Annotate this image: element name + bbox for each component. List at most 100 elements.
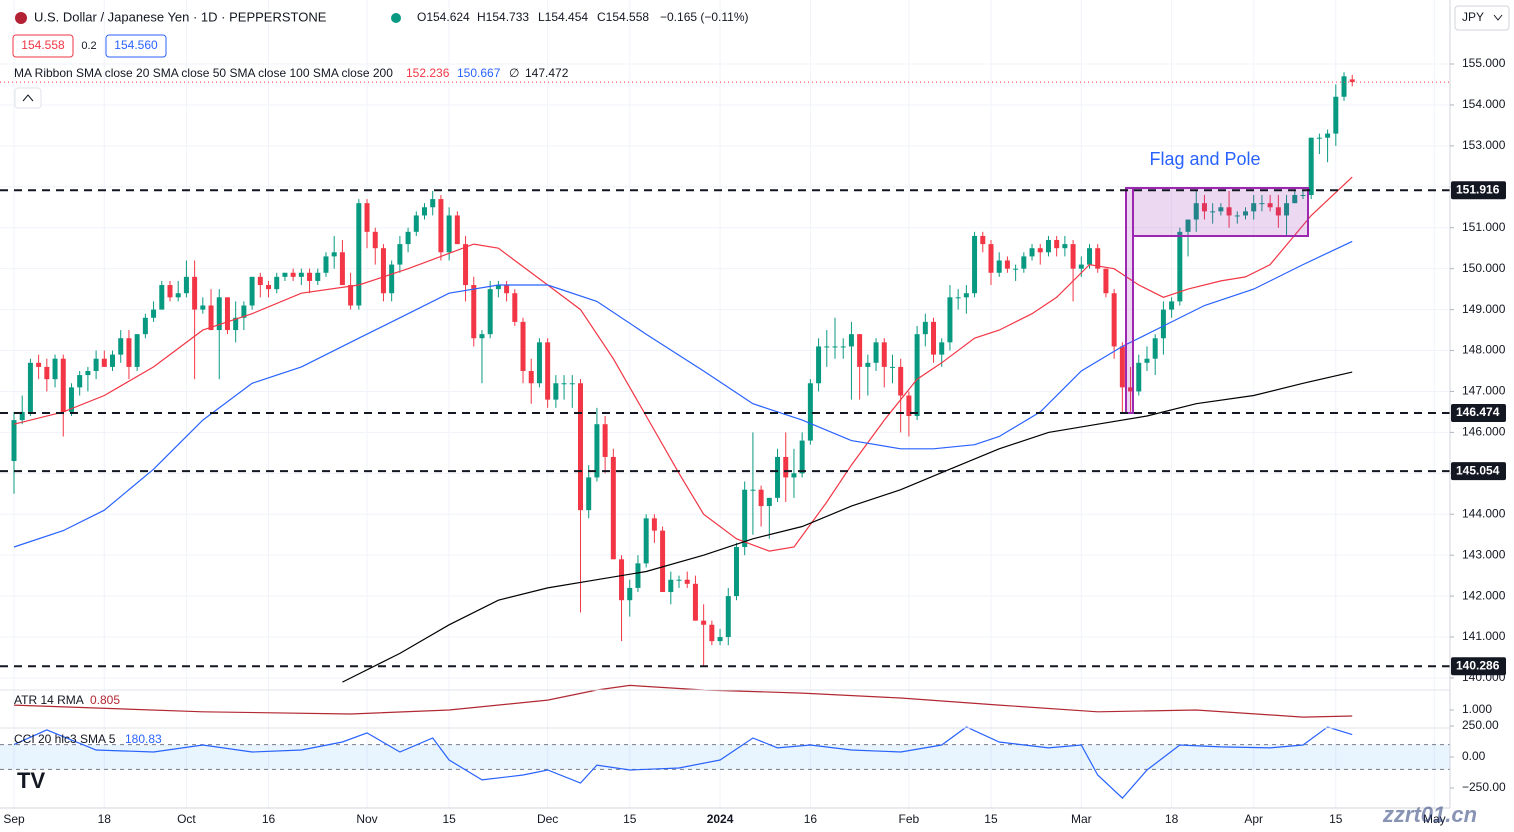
candle-body [996,260,1002,273]
candle-body [11,420,17,462]
candle-body [1095,248,1101,269]
candle-body [594,424,600,478]
x-tick-label: Nov [356,812,377,826]
candle-body [610,456,616,560]
candle-body [110,354,116,367]
y-tick-label: 149.000 [1462,302,1506,316]
candle-body [857,334,863,367]
candle-body [889,366,895,368]
candle-body [282,272,288,277]
candle-body [873,342,879,363]
candle-body [192,276,198,310]
candle-body [249,276,255,306]
candle-body [692,583,698,621]
candle-body [1160,309,1166,339]
x-tick-label: Mar [1071,812,1092,826]
candle-body [972,235,978,294]
candle-body [1243,211,1248,216]
candle-body [651,518,657,531]
candle-body [27,362,33,412]
candle-body [1210,211,1216,213]
candle-body [1103,268,1109,294]
candle-body [463,244,469,286]
candle-body [331,252,337,257]
candle-body [619,559,625,601]
candle-body [290,272,296,277]
candle-body [635,563,641,588]
candle-body [1275,207,1281,216]
candle-body [1316,137,1322,139]
candle-body [1218,207,1224,212]
candle-body [504,285,510,294]
x-tick-label: Feb [899,812,920,826]
candle-body [528,370,534,384]
candle-body [356,203,362,306]
candle-body [274,276,280,290]
x-tick-label: 2024 [707,812,734,826]
y-tick-label: 155.000 [1462,56,1506,70]
candle-body [1054,240,1060,249]
candle-body [454,215,460,245]
candle-body [906,395,912,417]
candle-body [44,366,50,380]
candle-body [372,231,378,249]
x-tick-label: May [1423,812,1446,826]
candle-body [487,289,493,335]
candle-body [430,199,436,208]
candle-body [799,440,805,474]
currency[interactable]: JPY [1462,10,1484,24]
level-label-box [1451,181,1506,200]
candle-body [241,305,247,318]
candle-body [1308,137,1314,195]
candle-body [159,285,165,310]
sell-price[interactable]: 154.558 [21,38,65,52]
y-tick-label: 146.000 [1462,425,1506,439]
candle-body [980,235,986,245]
candle-body [1292,194,1298,204]
currency-select[interactable] [1454,5,1510,31]
y-tick-label: 143.000 [1462,547,1506,561]
buy-button[interactable] [105,34,167,58]
dropdown-icon [1493,14,1503,21]
cci-value: 180.83 [125,732,162,746]
candle-body [1152,338,1158,359]
ohlc-close: C154.558 [597,10,649,24]
x-tick-label: Apr [1244,812,1263,826]
candle-body [545,342,551,400]
ma-empty: ∅ [509,66,519,80]
sell-button[interactable] [12,34,74,58]
candle-body [167,285,173,298]
candle-body [1177,231,1183,302]
candle-body [446,215,452,253]
atr-title: ATR 14 RMA [14,693,84,707]
candle-body [660,530,666,593]
collapse-button[interactable] [14,87,42,109]
candle-body [758,489,764,507]
candle-body [643,518,649,564]
candle-body [709,624,715,642]
status-dot [391,13,401,23]
y-tick-label: 147.000 [1462,384,1506,398]
candle-body [881,342,887,367]
buy-price[interactable]: 154.560 [114,38,158,52]
candle-body [364,203,370,232]
candle-body [397,244,403,265]
level-label-box [1451,657,1506,676]
candle-body [413,215,419,232]
flag-box [1132,187,1309,237]
y-tick-label: 148.000 [1462,343,1506,357]
ohlc-high: H154.733 [477,10,529,24]
candle-body [824,346,830,348]
level-label: 151.916 [1456,182,1500,196]
candle-body [1029,248,1035,257]
candle-body [93,358,99,371]
y-tick-label: 141.000 [1462,629,1506,643]
candle-body [668,579,674,593]
candle-body [68,387,74,412]
ma-line [13,240,1353,548]
level-label: 145.054 [1456,463,1500,477]
plot [0,72,1450,799]
candle-body [1144,358,1150,363]
candle-body [339,252,345,286]
candle-body [520,321,526,371]
